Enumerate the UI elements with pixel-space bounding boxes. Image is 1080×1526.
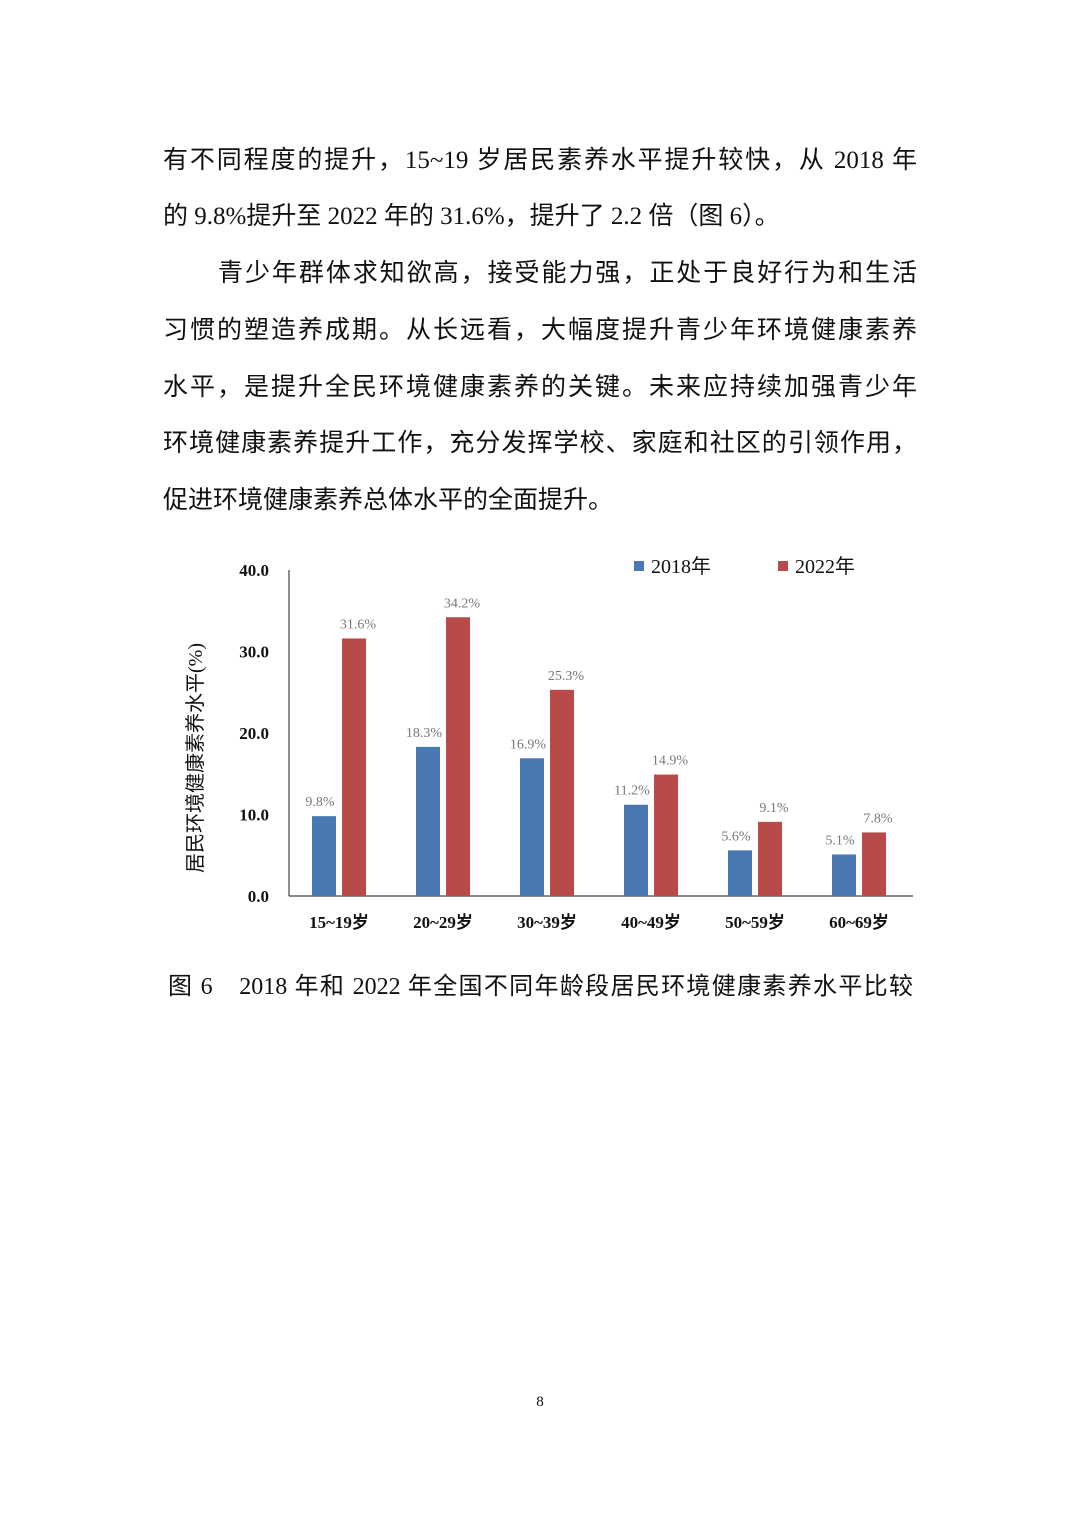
y-axis-label: 居民环境健康素养水平(%)	[184, 643, 207, 873]
data-label: 5.6%	[721, 829, 751, 844]
legend-swatch	[634, 561, 644, 571]
x-tick-label: 60~69岁	[829, 912, 889, 932]
body-text-line: 习惯的塑造养成期。从长远看，大幅度提升青少年环境健康素养	[163, 317, 917, 344]
y-tick-label: 10.0	[239, 806, 269, 825]
bar-2018年	[312, 816, 336, 896]
body-text-line: 有不同程度的提升，15~19 岁居民素养水平提升较快，从 2018 年	[163, 147, 917, 174]
y-tick-label: 0.0	[248, 887, 269, 906]
data-label: 34.2%	[444, 596, 481, 611]
legend-label: 2018年	[651, 555, 711, 578]
body-text-line: 的 9.8%提升至 2022 年的 31.6%，提升了 2.2 倍（图 6）。	[163, 203, 780, 230]
bar-2018年	[416, 746, 440, 896]
legend-label: 2022年	[795, 555, 855, 578]
data-label: 9.1%	[759, 801, 789, 816]
data-label: 11.2%	[614, 784, 650, 799]
data-label: 7.8%	[863, 811, 893, 826]
legend-swatch	[778, 561, 788, 571]
bar-2018年	[728, 850, 752, 896]
body-text-line: 环境健康素养提升工作，充分发挥学校、家庭和社区的引领作用，	[163, 430, 917, 457]
x-tick-label: 40~49岁	[621, 912, 681, 932]
data-label: 16.9%	[510, 737, 547, 752]
y-tick-label: 30.0	[239, 643, 269, 662]
data-label: 18.3%	[406, 726, 443, 741]
x-tick-label: 15~19岁	[309, 912, 369, 932]
bar-2022年	[342, 638, 366, 896]
bar-2018年	[832, 854, 856, 896]
bar-2022年	[550, 689, 574, 896]
y-tick-label: 20.0	[239, 724, 269, 743]
figure-caption: 图 6 2018 年和 2022 年全国不同年龄段居民环境健康素养水平比较	[168, 974, 913, 1000]
bar-2022年	[654, 774, 678, 896]
body-text-line: 促进环境健康素养总体水平的全面提升。	[163, 487, 614, 514]
x-tick-label: 20~29岁	[413, 912, 473, 932]
y-tick-label: 40.0	[239, 561, 269, 580]
data-label: 14.9%	[652, 754, 689, 769]
x-tick-label: 30~39岁	[517, 912, 577, 932]
body-text-line: 青少年群体求知欲高，接受能力强，正处于良好行为和生活	[218, 260, 917, 287]
page-number: 8	[536, 1394, 544, 1410]
data-label: 5.1%	[825, 833, 855, 848]
data-label: 31.6%	[340, 617, 377, 632]
data-label: 9.8%	[305, 795, 335, 810]
bar-2018年	[520, 758, 544, 896]
x-tick-label: 50~59岁	[725, 912, 785, 932]
data-label: 25.3%	[548, 669, 585, 684]
bar-chart: 0.0 10.0 20.0 30.0 40.0 居民环境健康素养水平(%) 15~19岁 9.…	[184, 555, 913, 932]
bar-2022年	[758, 821, 782, 896]
bar-2022年	[446, 617, 470, 896]
body-text-line: 水平，是提升全民环境健康素养的关键。未来应持续加强青少年	[163, 374, 917, 401]
bar-2022年	[862, 832, 886, 896]
bar-2018年	[624, 804, 648, 896]
